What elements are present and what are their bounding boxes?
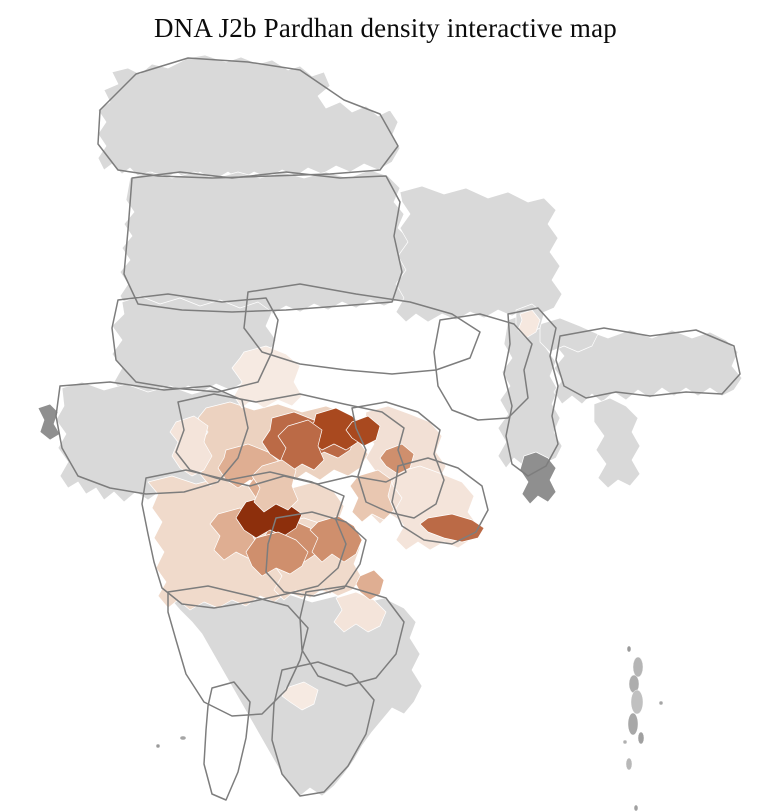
region-northeast-lower[interactable] xyxy=(594,398,640,488)
region-tn-north-patch[interactable] xyxy=(282,682,318,710)
state-border-mp xyxy=(176,394,406,486)
region-gondia[interactable] xyxy=(310,516,362,562)
region-north-plains[interactable] xyxy=(120,170,420,318)
region-balaghat-seoni[interactable] xyxy=(278,420,324,472)
state-border-punjab-haryana xyxy=(124,172,402,312)
map-layer-state-borders xyxy=(56,58,740,800)
state-border-westbengal xyxy=(504,308,558,476)
region-mp-north[interactable] xyxy=(232,346,302,408)
state-border-up xyxy=(244,284,480,374)
region-andhra-coastal[interactable] xyxy=(334,592,386,632)
page-title: DNA J2b Pardhan density interactive map xyxy=(154,13,617,43)
state-border-jk xyxy=(98,58,398,178)
state-border-chhattisgarh xyxy=(352,402,444,518)
state-border-odisha xyxy=(392,458,488,544)
region-chhattisgarh-medium[interactable] xyxy=(350,470,394,522)
region-bengal-sliver[interactable] xyxy=(518,310,540,338)
state-border-tamilnadu xyxy=(272,662,374,796)
island-group-lakshadweep[interactable] xyxy=(156,736,186,748)
state-border-andhra xyxy=(300,586,404,686)
region-chhindwara[interactable] xyxy=(246,532,308,576)
region-odisha-coastal-high[interactable] xyxy=(420,514,484,542)
region-bastar[interactable] xyxy=(356,570,384,600)
map-layer-high-density xyxy=(236,408,484,576)
region-jammu-kashmir[interactable] xyxy=(98,55,400,180)
state-border-northeast xyxy=(556,328,740,398)
region-gangetic-plain[interactable] xyxy=(396,186,562,322)
state-border-maharashtra xyxy=(142,470,346,608)
india-choropleth-map[interactable] xyxy=(0,52,771,812)
state-border-kerala xyxy=(204,682,250,800)
state-border-telangana xyxy=(266,512,366,596)
state-border-rajasthan xyxy=(112,294,278,392)
region-chhattisgarh-high[interactable] xyxy=(380,444,414,474)
map-layer-islands xyxy=(156,646,663,812)
island-group-andaman-nicobar[interactable] xyxy=(623,646,663,812)
